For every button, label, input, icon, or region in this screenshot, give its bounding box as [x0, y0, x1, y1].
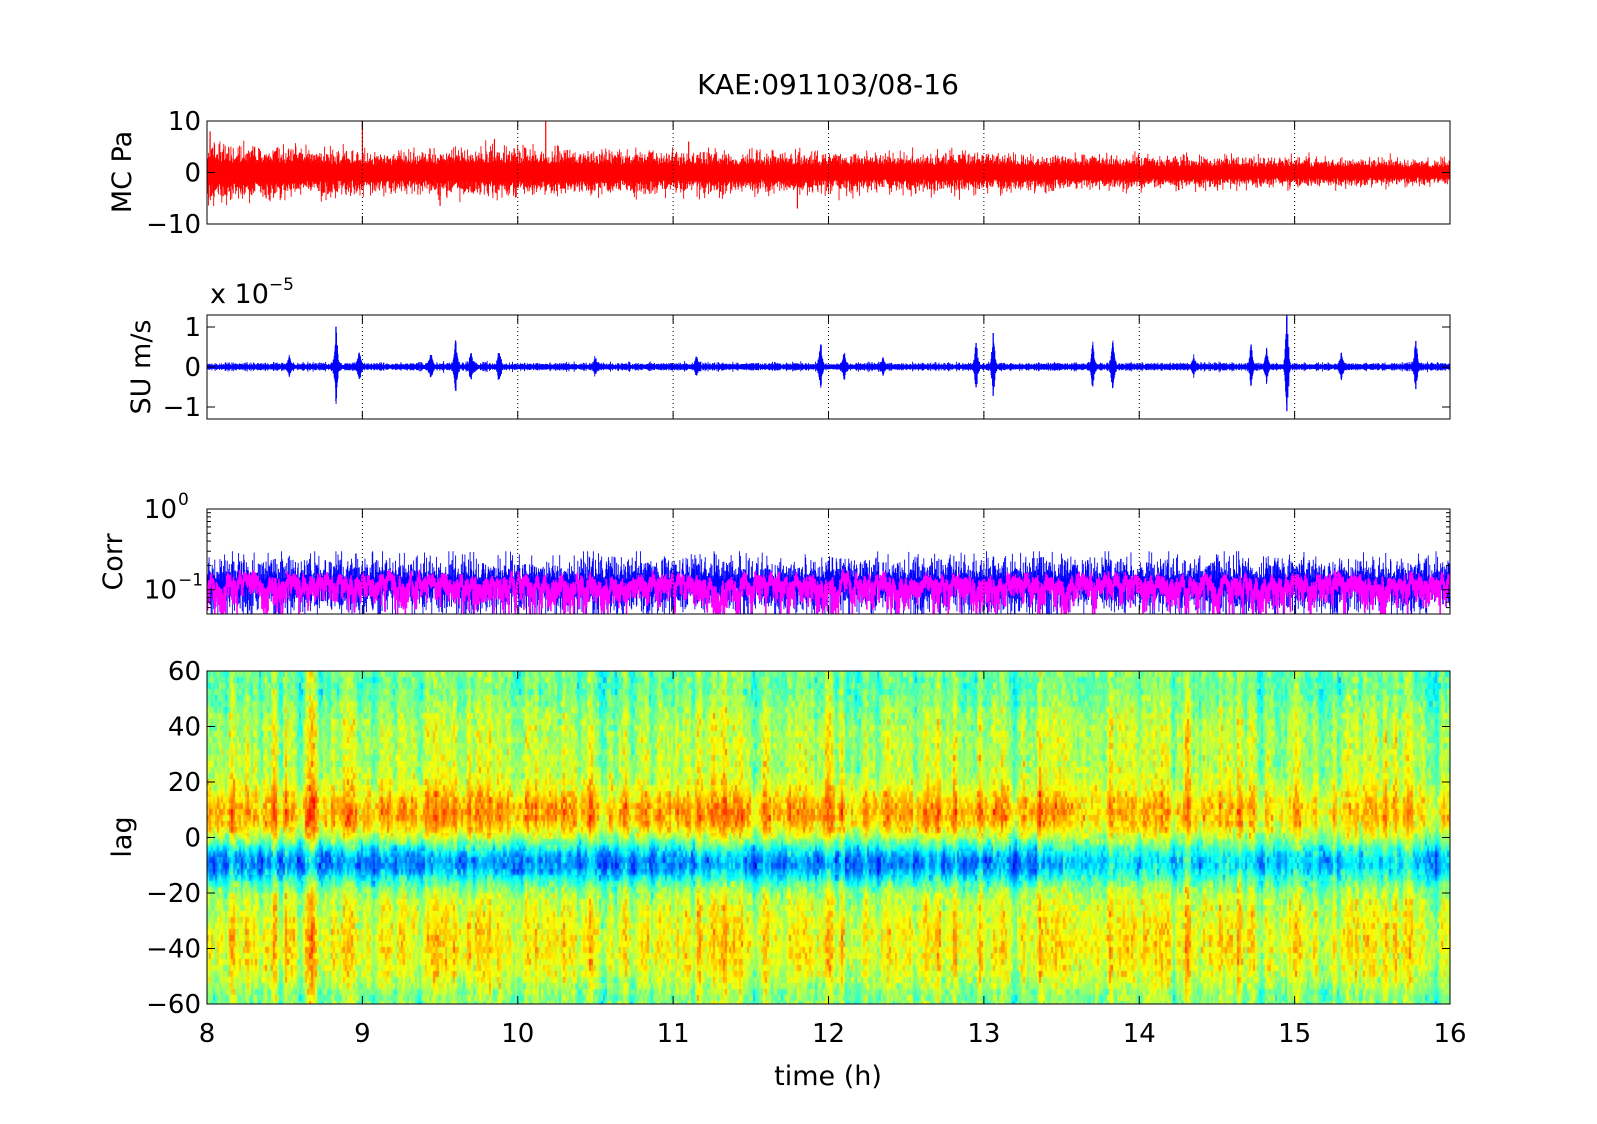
y-tick-label: 10	[144, 495, 177, 525]
y-tick-label: −1	[163, 393, 201, 423]
x-tick-label: 8	[199, 1019, 216, 1049]
ylabel-mc-pa: MC Pa	[107, 131, 138, 213]
panel-mc-pa: 10 0 −10 MC Pa	[107, 107, 1451, 240]
ylabel-lag: lag	[107, 816, 138, 857]
y-tick-label: −40	[146, 935, 201, 965]
y-tick-label: 0	[184, 353, 201, 383]
su-trace	[207, 317, 1450, 405]
mc-pa-trace	[207, 138, 1450, 207]
y-tick-exponent: −1	[178, 571, 203, 591]
lag-heatmap	[207, 671, 1450, 1004]
x-tick-label: 16	[1433, 1019, 1466, 1049]
y-tick-label: 10	[144, 576, 177, 606]
y-tick-label: 0	[184, 159, 201, 189]
ylabel-corr: Corr	[98, 533, 129, 591]
y-tick-label: −60	[146, 990, 201, 1020]
panel-lag: 60 40 20 0 −20 −40 −60 lag 8 9 10 11 12 13 14 15 16 ti…	[107, 657, 1467, 1092]
corr-smooth-trace	[207, 569, 1450, 614]
y-tick-label: 10	[168, 107, 201, 137]
y-tick-label: 0	[184, 824, 201, 854]
xlabel-time: time (h)	[774, 1061, 882, 1092]
su-multiplier: x 10−5	[210, 275, 294, 310]
y-tick-label: −20	[146, 879, 201, 909]
chart-title: KAE:091103/08-16	[697, 68, 959, 101]
panel-su: 1 0 −1 SU m/s x 10−5	[126, 275, 1451, 423]
x-tick-label: 9	[354, 1019, 371, 1049]
y-tick-label: 20	[168, 768, 201, 798]
y-tick-label: 1	[184, 313, 201, 343]
x-tick-label: 12	[812, 1019, 845, 1049]
x-tick-label: 15	[1278, 1019, 1311, 1049]
x-tick-label: 10	[501, 1019, 534, 1049]
x-tick-label: 11	[657, 1019, 690, 1049]
ylabel-su: SU m/s	[126, 320, 157, 415]
y-tick-label: −10	[146, 210, 201, 240]
y-tick-label: 40	[168, 713, 201, 743]
y-tick-label: 60	[168, 657, 201, 687]
y-tick-exponent: 0	[178, 490, 189, 510]
x-tick-label: 14	[1123, 1019, 1156, 1049]
x-tick-label: 13	[967, 1019, 1000, 1049]
